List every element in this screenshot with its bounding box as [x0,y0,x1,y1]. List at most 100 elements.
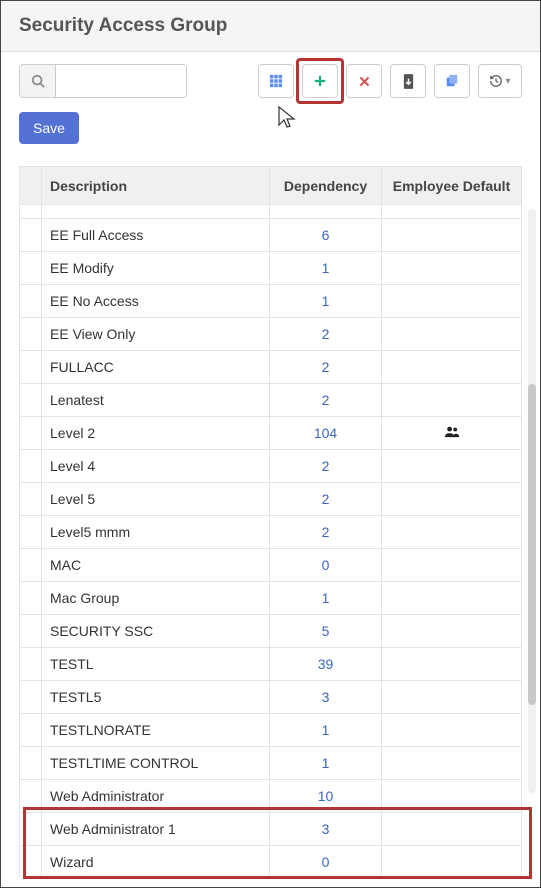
table-row[interactable]: EE Modify1 [20,252,522,285]
table-row[interactable]: TESTLTIME CONTROL 1 [20,747,522,780]
dependency-link[interactable]: 1 [322,755,330,771]
dependency-link[interactable]: 2 [322,491,330,507]
cell-dependency: 2 [270,483,382,516]
grid-view-button[interactable] [258,64,294,98]
dependency-link[interactable]: 10 [318,788,334,804]
cell-employee-default [382,285,522,318]
dependency-link[interactable]: 104 [314,425,337,441]
row-handle[interactable] [20,780,42,813]
table-row[interactable]: Lenatest2 [20,384,522,417]
table-row[interactable]: Level5 mmm2 [20,516,522,549]
copy-icon [445,74,459,88]
add-button[interactable] [302,64,338,98]
cell-description: Level 4 [42,450,270,483]
chevron-down-icon: ▾ [505,76,510,87]
table-row[interactable] [20,205,522,219]
cell-employee-default [382,417,522,450]
row-handle[interactable] [20,450,42,483]
cell-employee-default [382,648,522,681]
dependency-link[interactable]: 1 [322,722,330,738]
table-row[interactable]: MAC0 [20,549,522,582]
cell-dependency: 3 [270,681,382,714]
cell-employee-default [382,582,522,615]
dependency-link[interactable]: 2 [322,392,330,408]
row-handle[interactable] [20,384,42,417]
dependency-link[interactable]: 6 [322,227,330,243]
row-handle[interactable] [20,747,42,780]
save-button[interactable]: Save [19,112,79,144]
dependency-link[interactable]: 2 [322,359,330,375]
cell-description: Mac Group [42,582,270,615]
row-handle[interactable] [20,681,42,714]
row-handle[interactable] [20,351,42,384]
row-handle[interactable] [20,615,42,648]
row-handle[interactable] [20,285,42,318]
row-handle[interactable] [20,813,42,846]
col-employee-default[interactable]: Employee Default [382,167,522,205]
dependency-link[interactable]: 2 [322,524,330,540]
row-handle[interactable] [20,648,42,681]
row-handle[interactable] [20,516,42,549]
table-row[interactable]: Web Administrator10 [20,780,522,813]
table-row[interactable]: TESTL53 [20,681,522,714]
table-row[interactable]: Level 5 2 [20,483,522,516]
scrollbar[interactable] [528,209,536,793]
col-dependency[interactable]: Dependency [270,167,382,205]
row-handle[interactable] [20,205,42,219]
table-row[interactable]: Mac Group 1 [20,582,522,615]
cell-description: TESTL [42,648,270,681]
table-row[interactable]: TESTLNORATE 1 [20,714,522,747]
table-row[interactable]: TESTL 39 [20,648,522,681]
dependency-link[interactable]: 39 [318,656,334,672]
search-button[interactable] [20,65,56,97]
cell-dependency: 0 [270,549,382,582]
cell-description: TESTLTIME CONTROL [42,747,270,780]
row-handle[interactable] [20,252,42,285]
dependency-link[interactable]: 1 [322,590,330,606]
col-description[interactable]: Description [42,167,270,205]
dependency-link[interactable]: 5 [322,623,330,639]
dependency-link[interactable]: 2 [322,458,330,474]
dependency-link[interactable]: 1 [322,293,330,309]
delete-icon [358,75,371,88]
table-row[interactable]: SECURITY SSC5 [20,615,522,648]
row-handle[interactable] [20,417,42,450]
table-row[interactable]: Level 2104 [20,417,522,450]
row-handle[interactable] [20,549,42,582]
row-handle[interactable] [20,714,42,747]
row-handle[interactable] [20,582,42,615]
row-handle[interactable] [20,318,42,351]
history-button[interactable]: ▾ [478,64,522,98]
table-row[interactable]: EE No Access1 [20,285,522,318]
cell-dependency: 10 [270,780,382,813]
cell-dependency [270,205,382,219]
cell-dependency: 1 [270,582,382,615]
cell-dependency: 2 [270,450,382,483]
search-input[interactable] [56,65,186,97]
scrollbar-thumb[interactable] [528,384,536,705]
row-handle[interactable] [20,483,42,516]
table-row[interactable]: Wizard0 [20,846,522,876]
delete-button[interactable] [346,64,382,98]
cell-employee-default [382,747,522,780]
cell-description: TESTLNORATE [42,714,270,747]
table-row[interactable]: FULLACC2 [20,351,522,384]
cell-employee-default [382,813,522,846]
row-handle[interactable] [20,846,42,876]
table-row[interactable]: EE View Only2 [20,318,522,351]
dependency-link[interactable]: 3 [322,821,330,837]
row-handle[interactable] [20,219,42,252]
table-row[interactable]: Web Administrator 13 [20,813,522,846]
cell-description: Level 5 [42,483,270,516]
dependency-link[interactable]: 1 [322,260,330,276]
table-row[interactable]: Level 4 2 [20,450,522,483]
copy-button[interactable] [434,64,470,98]
dependency-link[interactable]: 2 [322,326,330,342]
export-button[interactable] [390,64,426,98]
dependency-link[interactable]: 0 [322,854,330,870]
dependency-link[interactable]: 3 [322,689,330,705]
cell-employee-default [382,780,522,813]
cell-employee-default [382,384,522,417]
dependency-link[interactable]: 0 [322,557,330,573]
table-row[interactable]: EE Full Access6 [20,219,522,252]
